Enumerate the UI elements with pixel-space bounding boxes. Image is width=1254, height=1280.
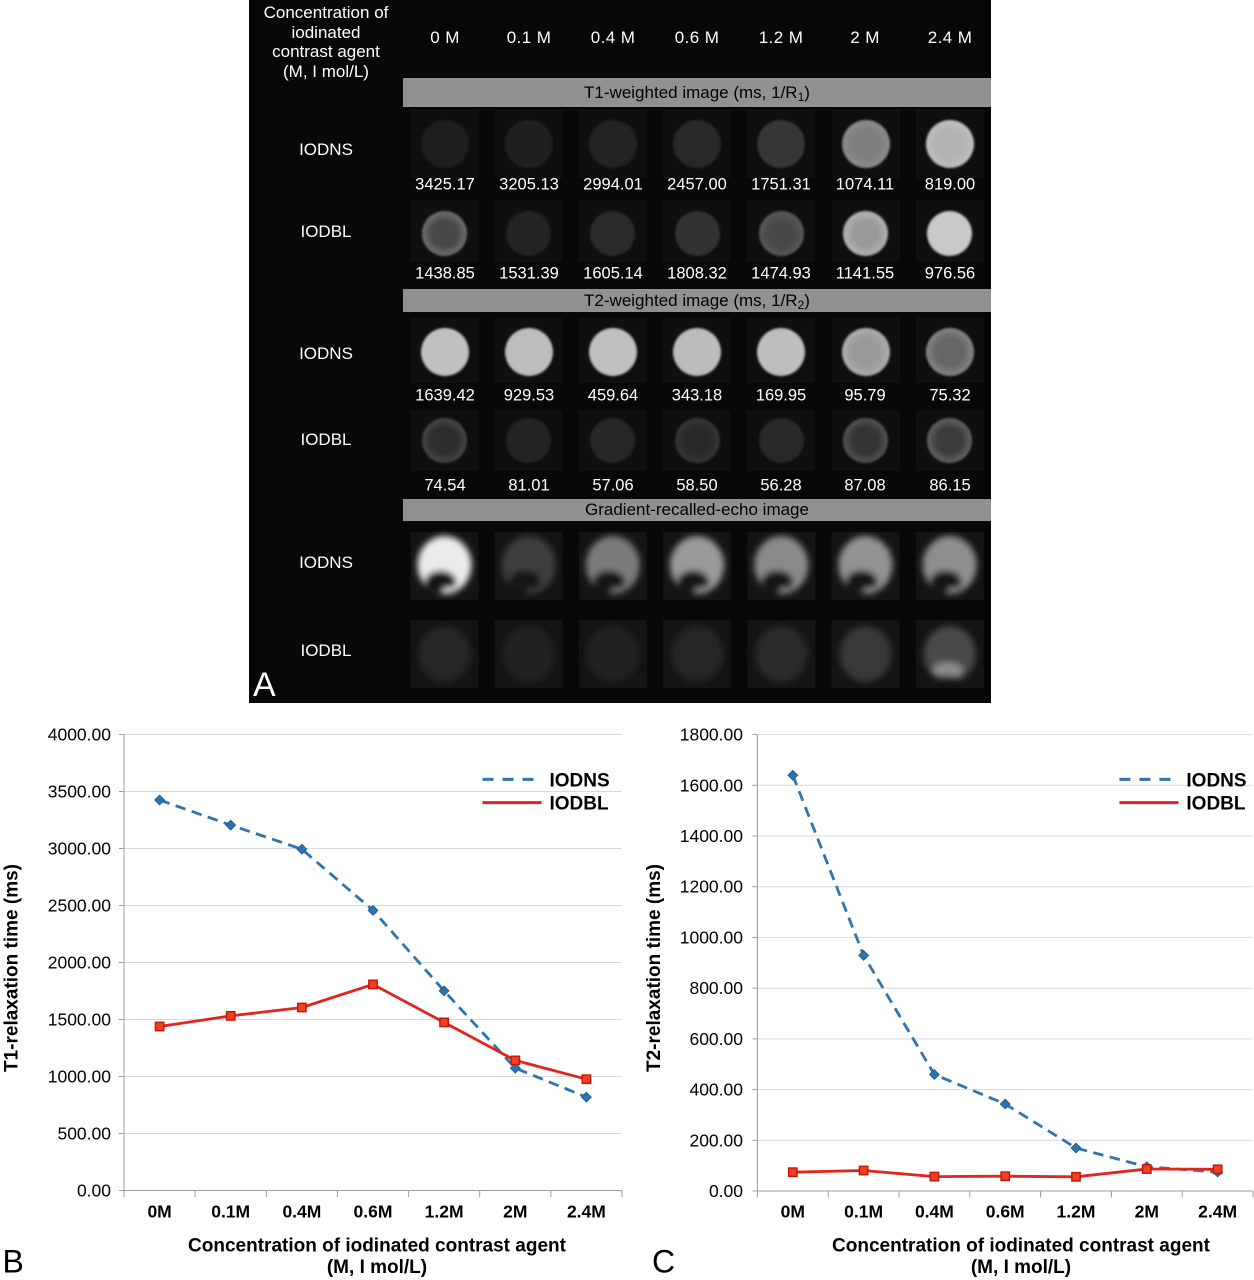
svg-text:(M, I mol/L): (M, I mol/L)	[971, 1257, 1071, 1278]
svg-text:0.6M: 0.6M	[986, 1202, 1025, 1222]
svg-text:0.00: 0.00	[77, 1181, 111, 1201]
svg-text:500.00: 500.00	[57, 1124, 111, 1144]
svg-text:200.00: 200.00	[689, 1130, 743, 1150]
svg-text:T2-relaxation time (ms): T2-relaxation time (ms)	[644, 864, 665, 1072]
svg-text:0.4M: 0.4M	[282, 1202, 321, 1222]
svg-text:3500.00: 3500.00	[48, 782, 112, 802]
svg-text:1200.00: 1200.00	[680, 877, 744, 897]
svg-text:2000.00: 2000.00	[48, 953, 112, 973]
svg-text:(M, I mol/L): (M, I mol/L)	[327, 1257, 427, 1278]
svg-text:1600.00: 1600.00	[680, 775, 744, 795]
svg-text:1.2M: 1.2M	[1057, 1202, 1096, 1222]
svg-text:1400.00: 1400.00	[680, 826, 744, 846]
svg-text:1.2M: 1.2M	[425, 1202, 464, 1222]
svg-text:3000.00: 3000.00	[48, 839, 112, 859]
svg-text:2M: 2M	[1135, 1202, 1159, 1222]
svg-text:400.00: 400.00	[689, 1080, 743, 1100]
svg-text:IODBL: IODBL	[1186, 794, 1246, 815]
svg-text:0.1M: 0.1M	[211, 1202, 250, 1222]
svg-text:1800.00: 1800.00	[680, 725, 744, 745]
svg-text:Concentration of iodinated con: Concentration of iodinated contrast agen…	[832, 1236, 1211, 1257]
svg-text:1000.00: 1000.00	[48, 1067, 112, 1087]
svg-text:2.4M: 2.4M	[1198, 1202, 1237, 1222]
svg-text:0.6M: 0.6M	[354, 1202, 393, 1222]
svg-text:2M: 2M	[503, 1202, 527, 1222]
svg-text:Concentration of iodinated con: Concentration of iodinated contrast agen…	[188, 1236, 567, 1257]
svg-text:0M: 0M	[147, 1202, 171, 1222]
svg-text:0.1M: 0.1M	[844, 1202, 883, 1222]
svg-text:0.4M: 0.4M	[915, 1202, 954, 1222]
svg-text:2.4M: 2.4M	[567, 1202, 606, 1222]
svg-text:800.00: 800.00	[689, 978, 743, 998]
svg-text:B: B	[3, 1244, 24, 1280]
svg-text:1500.00: 1500.00	[48, 1010, 112, 1030]
svg-text:IODBL: IODBL	[550, 794, 610, 815]
svg-text:0.00: 0.00	[709, 1181, 743, 1201]
svg-text:T1-relaxation time (ms): T1-relaxation time (ms)	[2, 864, 23, 1072]
svg-text:IODNS: IODNS	[1186, 770, 1246, 791]
svg-text:600.00: 600.00	[689, 1029, 743, 1049]
svg-text:1000.00: 1000.00	[680, 927, 744, 947]
svg-text:4000.00: 4000.00	[48, 725, 112, 745]
svg-text:0M: 0M	[781, 1202, 805, 1222]
svg-text:IODNS: IODNS	[550, 770, 610, 791]
svg-text:2500.00: 2500.00	[48, 896, 112, 916]
svg-text:C: C	[652, 1244, 675, 1280]
